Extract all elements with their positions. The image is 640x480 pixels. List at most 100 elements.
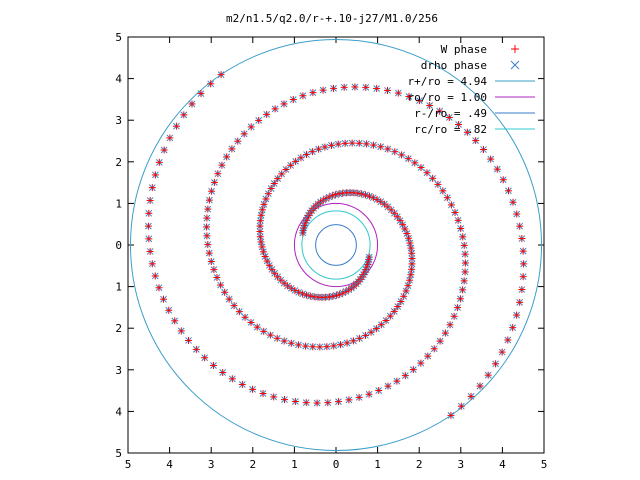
w-phase-point	[355, 139, 363, 147]
w-phase-point	[405, 92, 413, 100]
x-axis: 5 4 3 2 1 0 1 2 3 4 5	[125, 37, 548, 471]
w-phase-point	[509, 324, 517, 332]
y-axis: 5 4 3 2 1 0 1 2 3 4 5	[115, 31, 544, 460]
w-phase-point	[165, 306, 173, 314]
w-phase-point	[356, 334, 364, 342]
x-tick-label: 4	[166, 458, 173, 471]
w-phase-point	[454, 304, 462, 312]
w-phase-point	[280, 396, 288, 404]
w-phase-point	[258, 243, 266, 251]
w-phase-point	[504, 187, 512, 195]
w-phase-point	[260, 200, 268, 208]
w-phase-point	[461, 250, 469, 258]
w-phase-point	[188, 100, 196, 108]
w-phase-point	[209, 361, 217, 369]
w-phase-point	[274, 175, 282, 183]
legend-label: W phase	[441, 43, 487, 56]
w-phase-point	[407, 271, 415, 279]
w-phase-point	[391, 148, 399, 156]
x-tick-label: 1	[291, 458, 298, 471]
w-phase-point	[405, 234, 413, 242]
w-phase-point	[278, 170, 286, 178]
w-phase-point	[454, 216, 462, 224]
w-phase-point	[384, 203, 392, 211]
w-phase-point	[373, 196, 381, 204]
w-phase-point	[287, 161, 295, 169]
w-phase-point	[310, 293, 318, 301]
w-phase-point	[155, 284, 163, 292]
w-phase-point	[450, 312, 458, 320]
legend-item: ro/ro = 1.00	[408, 91, 535, 104]
w-phase-point	[218, 161, 226, 169]
w-phase-point	[294, 341, 302, 349]
w-phase-point	[271, 105, 279, 113]
w-phase-point	[384, 145, 392, 153]
w-phase-point	[266, 331, 274, 339]
w-phase-point	[373, 85, 381, 93]
w-phase-point	[499, 176, 507, 184]
w-phase-point	[375, 386, 383, 394]
y-tick-label: 0	[115, 239, 122, 252]
w-phase-point	[177, 327, 185, 335]
w-phase-point	[394, 89, 402, 97]
w-phase-point	[230, 302, 238, 310]
w-phase-point	[309, 89, 317, 97]
w-phase-point	[330, 342, 338, 350]
w-phase-point	[461, 259, 469, 267]
w-phase-point	[302, 342, 310, 350]
w-phase-point	[417, 359, 425, 367]
w-phase-point	[213, 274, 221, 282]
w-phase-point	[309, 343, 317, 351]
w-phase-point	[390, 209, 398, 217]
w-phase-point	[321, 143, 329, 151]
w-phase-point	[519, 273, 527, 281]
w-phase-point	[342, 287, 350, 295]
w-phase-point	[255, 116, 263, 124]
y-tick-label: 2	[115, 156, 122, 169]
w-phase-point	[349, 337, 357, 345]
w-phase-point	[396, 217, 404, 225]
w-phase-point	[384, 382, 392, 390]
w-phase-point	[387, 206, 395, 214]
w-phase-point	[404, 282, 412, 290]
x-tick-label: 5	[541, 458, 548, 471]
w-phase-point	[185, 336, 193, 344]
w-phase-point	[148, 260, 156, 268]
w-phase-point	[345, 396, 353, 404]
w-phase-point	[367, 328, 375, 336]
w-phase-point	[282, 165, 290, 173]
w-phase-point	[340, 83, 348, 91]
legend-label: ro/ro = 1.00	[408, 91, 487, 104]
w-phase-point	[447, 201, 455, 209]
w-phase-point	[287, 284, 295, 292]
w-phase-point	[151, 171, 159, 179]
w-phase-point	[460, 241, 468, 249]
w-phase-point	[472, 137, 480, 145]
w-phase-point	[445, 114, 453, 122]
w-phase-point	[207, 258, 215, 266]
w-phase-point	[192, 345, 200, 353]
w-phase-point	[263, 110, 271, 118]
x-tick-label: 1	[374, 458, 381, 471]
legend-item: rc/ro = .82	[414, 123, 535, 136]
w-phase-point	[415, 97, 423, 105]
w-phase-point	[273, 334, 281, 342]
y-tick-label: 1	[115, 281, 122, 294]
w-phase-point	[498, 348, 506, 356]
w-phase-point	[221, 288, 229, 296]
w-phase-point	[247, 318, 255, 326]
w-phase-point	[203, 214, 211, 222]
w-phase-point	[274, 273, 282, 281]
w-phase-point	[424, 352, 432, 360]
w-phase-point	[456, 295, 464, 303]
w-phase-point	[280, 100, 288, 108]
w-phase-point	[257, 211, 265, 219]
w-phase-point	[238, 380, 246, 388]
w-phase-point	[447, 411, 455, 419]
x-tick-label: 3	[457, 458, 464, 471]
y-tick-label: 4	[115, 405, 122, 418]
legend-item: r-/ro = .49	[414, 107, 535, 120]
w-phase-point	[518, 235, 526, 243]
w-phase-point	[258, 206, 266, 214]
y-tick-label: 4	[115, 73, 122, 86]
